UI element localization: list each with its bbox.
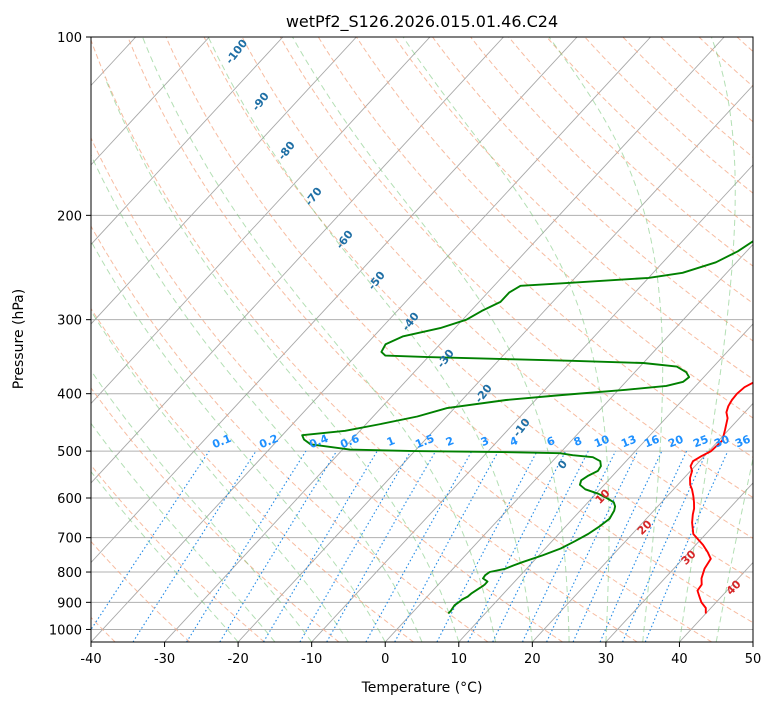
dry-adiabat-line [393, 37, 753, 380]
x-tick-label: 20 [524, 652, 541, 667]
x-tick-label: -40 [80, 652, 101, 667]
moist-adiabat-line [91, 369, 313, 642]
isotherm-line [91, 37, 504, 484]
dry-adiabat-line [91, 464, 265, 642]
isotherm-line [91, 37, 210, 166]
y-tick-label: 900 [57, 596, 82, 611]
moist-adiabat-line [207, 37, 533, 642]
plot-area [91, 37, 753, 642]
isotherm-line [164, 37, 725, 642]
moist-adiabat-line [292, 37, 570, 642]
mixing-ratio-label: 2 [444, 434, 456, 449]
x-tick-label: 40 [671, 652, 688, 667]
x-tick-label: -10 [301, 652, 322, 667]
y-tick-label: 200 [57, 209, 82, 224]
isotherm-line [91, 37, 431, 405]
y-axis-title: Pressure (hPa) [11, 289, 27, 389]
mixing-ratio-line [599, 450, 688, 642]
moist-adiabat-line [91, 153, 423, 642]
moist-adiabat-line [715, 456, 753, 642]
mixing-ratio-line [644, 450, 729, 642]
dry-adiabat-line [470, 37, 753, 304]
isotherm-line [384, 243, 753, 642]
mixing-ratio-label: 8 [572, 434, 584, 449]
moist-adiabat-line [91, 310, 349, 642]
x-tick-label: -30 [154, 652, 175, 667]
moist-adiabat-line [104, 77, 460, 642]
dewpoint-profile-line [301, 240, 753, 615]
isotherm-line [237, 84, 753, 642]
x-axis-title: Temperature (°C) [361, 680, 483, 696]
chart-title: wetPf2_S126.2026.015.01.46.C24 [286, 12, 558, 32]
dry-adiabat-line [317, 37, 753, 458]
dry-adiabat-line [546, 37, 753, 231]
dry-adiabat-line [355, 37, 753, 419]
x-tick-label: 10 [451, 652, 468, 667]
mixing-ratio-line [326, 450, 437, 642]
mixing-ratio-label: 36 [733, 433, 752, 451]
dry-adiabat-line [241, 37, 753, 539]
mixing-ratio-label: 30 [712, 433, 731, 451]
dry-adiabat-line [279, 37, 753, 499]
mixing-ratio-label: 13 [619, 433, 638, 451]
moist-adiabat-line [142, 37, 497, 642]
isotherm-line [91, 37, 578, 564]
mixing-ratio-line [132, 450, 257, 642]
mixing-ratio-label: 1 [385, 434, 397, 449]
y-tick-label: 400 [57, 388, 82, 403]
mixing-ratio-label: 20 [666, 433, 685, 451]
moist-adiabat-line [91, 422, 276, 642]
y-tick-label: 800 [57, 566, 82, 581]
isotherm-line [532, 402, 753, 642]
moist-adiabat-line [91, 240, 386, 642]
mixing-ratio-line [299, 450, 412, 642]
x-tick-label: 0 [381, 652, 389, 667]
axes: -40 -30 -20 -10 0 10 20 30 40 50 100 200 300 400 500 60… [49, 31, 761, 667]
mixing-ratio-line [365, 450, 473, 642]
background-lines [91, 37, 753, 642]
y-tick-label: 1000 [49, 623, 82, 638]
plot-frame [90, 36, 754, 643]
moist-adiabat-line [402, 37, 610, 642]
mixing-ratio-line [546, 450, 639, 642]
y-tick-label: 600 [57, 492, 82, 507]
dry-adiabat-line [432, 37, 753, 342]
moist-adiabat-line [678, 37, 736, 642]
mixing-ratio-label: 25 [691, 433, 710, 451]
dry-adiabat-line [127, 37, 713, 642]
dry-adiabat-line [91, 136, 563, 642]
moist-adiabat-line [548, 37, 664, 642]
isotherm-line [458, 323, 753, 642]
x-tick-label: 50 [745, 652, 762, 667]
mixing-ratio-line [186, 450, 307, 642]
dry-adiabat-line [91, 387, 340, 642]
mixing-ratio-label: 16 [642, 433, 661, 451]
mixing-ratio-label: 3 [479, 434, 491, 449]
mixing-ratio-line [522, 450, 617, 642]
dry-adiabat-line [91, 225, 489, 642]
moist-adiabat-line [91, 470, 239, 642]
mixing-ratio-line [219, 450, 338, 642]
x-tick-label: 30 [598, 652, 615, 667]
mixing-ratio-line [394, 450, 499, 642]
mixing-ratio-line [572, 450, 663, 642]
sounding-profiles [301, 240, 753, 615]
y-tick-label: 100 [57, 31, 82, 46]
dry-adiabat-line [91, 38, 638, 642]
x-tick-label: -20 [227, 652, 248, 667]
y-tick-label: 700 [57, 532, 82, 547]
mixing-ratio-line [263, 450, 378, 642]
isotherm-line [91, 37, 651, 642]
mixing-ratio-label: 10 [592, 433, 611, 451]
y-tick-label: 500 [57, 445, 82, 460]
isotherm-line [91, 37, 284, 246]
dry-adiabat-line [622, 37, 753, 158]
y-tick-label: 300 [57, 314, 82, 329]
temperature-profile-line [689, 381, 753, 614]
